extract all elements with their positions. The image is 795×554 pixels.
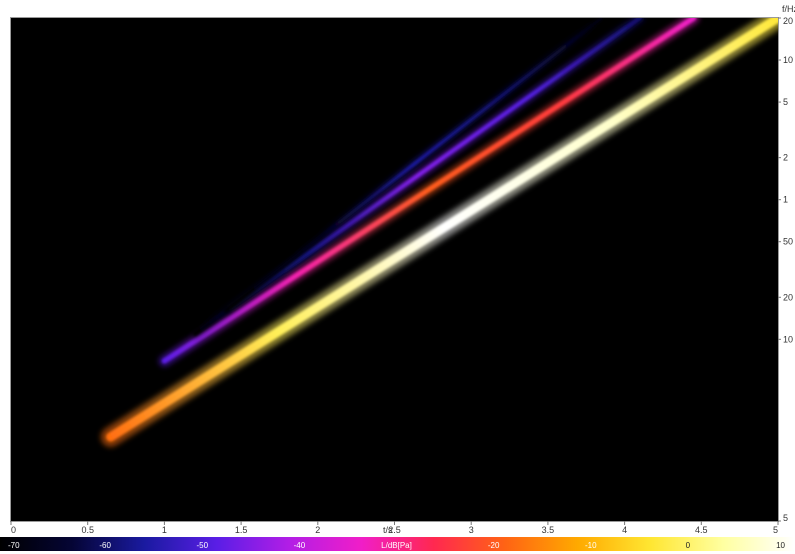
harmonic-sweep-2 <box>158 18 700 367</box>
y-tick-label: 10 <box>783 55 793 65</box>
y-tick-label: 10 <box>783 334 793 344</box>
y-tick-label: 20 <box>783 292 793 302</box>
y-tick-label: 50 <box>783 237 793 247</box>
harmonic-sweep-4 <box>222 18 605 315</box>
colorbar: -70 -60 -50 -40 L/dB[Pa] -20 -10 0 10 <box>0 537 795 551</box>
x-tick-label: 1.5 <box>235 525 248 535</box>
harmonic-line <box>224 18 604 313</box>
colorbar-tick-label: 10 <box>776 541 785 550</box>
x-tick-label: 3 <box>469 525 474 535</box>
harmonic-sweep-1 <box>100 18 778 447</box>
colorbar-tick-label: -10 <box>585 541 597 550</box>
x-tick-label: 1 <box>162 525 167 535</box>
colorbar-tick-label: -40 <box>294 541 306 550</box>
x-tick-label: 0 <box>11 525 16 535</box>
colorbar-tick-label: -20 <box>488 541 500 550</box>
colorbar-tick-label: L/dB[Pa] <box>381 541 412 550</box>
harmonic-line <box>106 18 778 442</box>
colorbar-gradient <box>0 537 795 551</box>
x-tick-label: 5 <box>773 525 778 535</box>
x-tick-label: 4 <box>622 525 627 535</box>
x-tick-label: 3.5 <box>542 525 555 535</box>
x-axis: 0 0.5 1 1.5 2 2.5 3 3.5 4 4.5 5 <box>10 521 779 535</box>
harmonic-line <box>161 18 697 364</box>
y-tick-label: 5 <box>783 513 788 523</box>
spectrogram-series-layer <box>100 18 778 447</box>
x-tick-label: 2.5 <box>388 525 401 535</box>
y-axis-label: f/Hz <box>782 4 795 14</box>
colorbar-tick-label: -70 <box>8 541 20 550</box>
y-tick-label: 5 <box>783 97 788 107</box>
x-axis-label: t/s <box>383 525 393 535</box>
x-tick-label: 4.5 <box>695 525 708 535</box>
y-tick-label: 1 <box>783 195 788 205</box>
colorbar-tick-label: 0 <box>686 541 691 550</box>
x-tick-label: 0.5 <box>81 525 94 535</box>
x-tick-label: 2 <box>315 525 320 535</box>
y-axis: 20 10 5 2 1 50 20 10 5 <box>778 16 793 523</box>
y-tick-label: 2 <box>783 153 788 163</box>
y-tick-label: 20 <box>783 16 793 26</box>
colorbar-tick-label: -50 <box>196 541 208 550</box>
colorbar-tick-label: -60 <box>99 541 111 550</box>
